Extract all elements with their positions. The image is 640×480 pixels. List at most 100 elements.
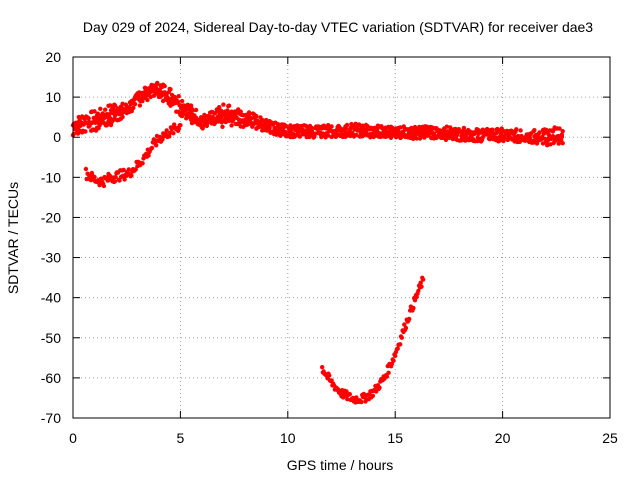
data-point — [283, 123, 289, 129]
data-point — [146, 153, 151, 158]
y-tick-label: 20 — [45, 49, 61, 65]
data-point — [154, 143, 159, 148]
data-point — [409, 125, 414, 131]
data-point — [139, 98, 144, 104]
data-point — [165, 96, 171, 101]
data-point — [440, 135, 445, 140]
data-point — [537, 130, 542, 135]
data-point — [418, 280, 423, 285]
data-point — [560, 141, 565, 146]
data-point — [345, 397, 350, 402]
data-point — [250, 121, 255, 126]
data-point — [411, 133, 417, 139]
data-point — [213, 117, 219, 123]
data-point — [220, 124, 225, 129]
data-point — [320, 365, 325, 370]
data-point — [95, 111, 101, 116]
data-point — [254, 114, 259, 119]
data-point — [408, 133, 413, 139]
data-point — [151, 93, 157, 98]
data-point — [326, 133, 331, 138]
data-point — [83, 166, 89, 172]
data-point — [453, 126, 458, 132]
data-point — [226, 103, 232, 108]
y-tick-label: -30 — [41, 250, 61, 266]
data-point — [419, 284, 424, 289]
data-point — [337, 124, 342, 130]
data-point — [178, 123, 183, 128]
x-tick-label: 5 — [177, 430, 185, 446]
data-point — [117, 178, 122, 183]
data-point — [386, 370, 391, 375]
data-point — [384, 374, 390, 379]
data-point — [175, 99, 181, 104]
data-point — [171, 131, 176, 136]
data-point — [226, 118, 232, 124]
data-point — [447, 135, 452, 140]
data-point — [146, 89, 152, 95]
data-point — [188, 103, 194, 108]
data-point — [344, 389, 349, 394]
data-point — [167, 134, 172, 139]
y-tick-label: -70 — [41, 410, 61, 426]
data-point — [476, 131, 481, 136]
plot-frame — [72, 56, 611, 419]
data-point — [398, 342, 403, 347]
data-point — [420, 277, 426, 282]
data-point — [167, 130, 173, 135]
grid-layer — [73, 57, 610, 418]
data-point — [402, 322, 407, 327]
data-point — [244, 119, 249, 125]
data-point — [512, 129, 517, 134]
data-point — [72, 125, 77, 130]
data-point — [260, 118, 266, 123]
data-point — [108, 116, 113, 121]
data-point — [293, 127, 298, 132]
series-track-deep-dip — [320, 275, 426, 405]
data-point — [533, 132, 539, 138]
tick-layer: 20 10 0 -10 -20 -30 -40 -50 -60 -70 0 5 10 15 20 25 — [41, 49, 618, 446]
data-point — [229, 123, 234, 128]
data-point — [344, 122, 350, 128]
data-point — [395, 346, 400, 351]
data-point — [389, 133, 394, 139]
data-point — [327, 373, 332, 378]
data-point — [120, 101, 125, 107]
data-point — [103, 107, 108, 112]
data-point — [399, 335, 404, 340]
data-point — [523, 136, 528, 141]
data-point — [438, 131, 443, 136]
data-point — [86, 116, 91, 121]
x-tick-label: 20 — [495, 430, 511, 446]
data-point — [411, 305, 416, 311]
data-point — [450, 136, 455, 142]
data-point — [207, 119, 212, 124]
data-point — [393, 353, 398, 358]
data-point — [160, 137, 165, 142]
series-track-upper-band-b — [70, 84, 565, 145]
data-point — [361, 391, 366, 397]
data-point — [97, 182, 102, 188]
data-point — [123, 102, 129, 107]
data-point — [357, 128, 363, 134]
data-point — [501, 138, 506, 144]
data-point — [179, 98, 185, 104]
data-point — [350, 130, 355, 135]
data-point — [358, 134, 363, 139]
y-tick-label: 10 — [45, 89, 61, 105]
data-point — [370, 393, 376, 398]
data-point — [258, 115, 263, 120]
data-point — [168, 87, 173, 92]
data-point — [280, 126, 285, 131]
x-tick-label: 10 — [280, 430, 296, 446]
data-point — [347, 392, 352, 397]
data-point — [497, 138, 503, 143]
data-point — [550, 129, 556, 134]
data-point — [132, 101, 138, 107]
data-point — [149, 145, 155, 151]
data-point — [275, 122, 281, 127]
data-point — [318, 131, 323, 137]
y-tick-label: -50 — [41, 330, 61, 346]
data-point — [387, 129, 393, 135]
